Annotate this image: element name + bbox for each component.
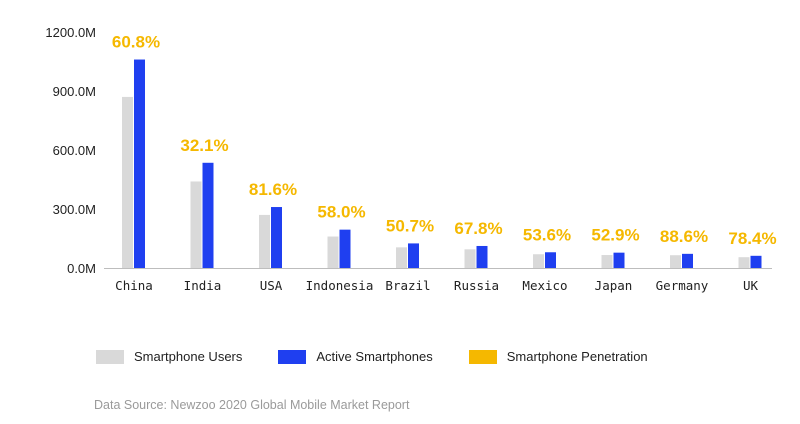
legend-label-penetration: Smartphone Penetration [506,349,648,364]
legend-swatch-users [96,349,124,364]
bar-smartphone-users [738,257,750,268]
bar-smartphone-users [464,249,476,268]
bar-active-smartphones [682,253,693,268]
y-tick-label: 600.0M [53,143,96,158]
x-tick-label: UK [743,278,759,293]
legend-label-active: Active Smartphones [316,349,433,364]
x-tick-label: Germany [656,278,709,293]
bar-smartphone-users [190,181,202,268]
bar-active-smartphones [339,229,351,268]
penetration-label: 32.1% [180,136,228,155]
bar-smartphone-users [670,255,681,268]
x-tick-label: USA [260,278,283,293]
penetration-label: 67.8% [454,219,502,238]
y-tick-label: 300.0M [53,202,96,217]
penetration-label: 78.4% [728,229,776,248]
penetration-label: 50.7% [386,216,434,235]
y-tick-label: 1200.0M [45,25,96,40]
bar-active-smartphones [271,207,282,268]
bar-active-smartphones [613,252,625,268]
x-tick-label: Mexico [522,278,567,293]
bar-active-smartphones [408,243,419,268]
bar-smartphone-users [533,254,544,268]
legend-swatch-penetration [468,349,497,364]
bar-smartphone-users [327,236,339,268]
bar-active-smartphones [545,252,556,268]
bar-smartphone-users [259,214,270,268]
bar-active-smartphones [134,59,145,269]
bar-smartphone-users [122,96,133,269]
legend-item-users: Smartphone Users [96,349,242,364]
y-tick-label: 900.0M [53,84,96,99]
x-tick-label: Indonesia [306,278,374,293]
bar-active-smartphones [202,162,214,268]
legend-label-users: Smartphone Users [134,349,243,364]
legend-item-penetration: Smartphone Penetration [468,349,648,364]
penetration-label: 88.6% [660,227,708,246]
penetration-label: 81.6% [249,180,297,199]
penetration-label: 58.0% [317,203,365,222]
penetration-label: 53.6% [523,225,571,244]
legend-swatch-active [278,349,307,364]
x-tick-label: Russia [454,278,499,293]
x-tick-label: Brazil [385,278,430,293]
bar-smartphone-users [396,247,407,268]
bar-smartphone-users [601,255,613,268]
y-tick-label: 0.0M [67,261,96,276]
data-source-note: Data Source: Newzoo 2020 Global Mobile M… [94,398,410,412]
penetration-label: 60.8% [112,33,160,52]
penetration-label: 52.9% [591,226,639,245]
x-tick-label: India [184,278,222,293]
bar-active-smartphones [476,245,488,268]
legend-item-active: Active Smartphones [278,349,433,364]
chart-legend: Smartphone Users Active Smartphones Smar… [96,349,684,364]
bar-active-smartphones [750,255,762,268]
x-tick-label: Japan [595,278,633,293]
x-tick-label: China [115,278,153,293]
